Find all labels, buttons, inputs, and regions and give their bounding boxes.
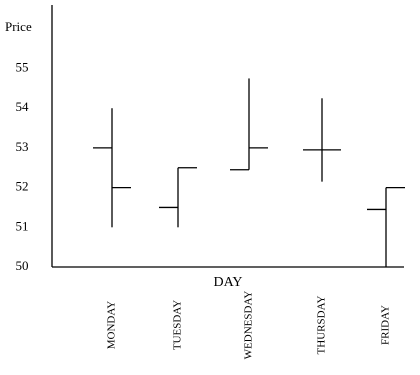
x-tick-label: MONDAY bbox=[106, 301, 118, 350]
x-tick-label: FRIDAY bbox=[380, 305, 392, 345]
x-axis-label: DAY bbox=[213, 275, 242, 290]
y-tick-label: 55 bbox=[16, 59, 29, 74]
x-tick-label: TUESDAY bbox=[172, 300, 184, 350]
y-tick-label: 52 bbox=[16, 179, 29, 194]
y-tick-label: 50 bbox=[16, 258, 29, 273]
y-tick-label: 51 bbox=[16, 218, 29, 233]
y-tick-label: 54 bbox=[16, 99, 30, 114]
x-tick-label: THURSDAY bbox=[316, 296, 328, 355]
x-tick-label: WEDNESDAY bbox=[243, 291, 255, 360]
y-axis-label: Price bbox=[5, 19, 32, 34]
y-tick-label: 53 bbox=[16, 139, 29, 154]
